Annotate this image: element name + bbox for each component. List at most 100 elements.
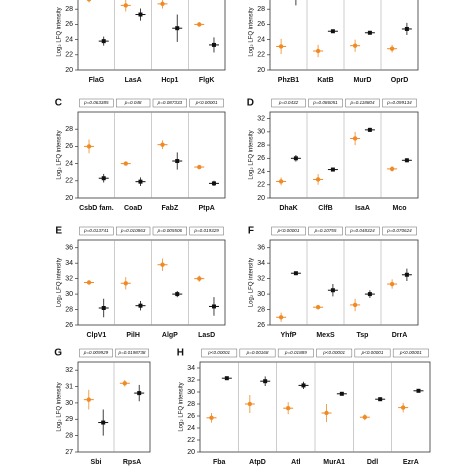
- point: [293, 271, 298, 276]
- x-tick-label: EzrA: [403, 459, 419, 466]
- y-tick-label: 20: [257, 67, 265, 74]
- point: [278, 315, 284, 320]
- p-value: p=0.087333: [157, 100, 183, 105]
- x-tick-label: AtpD: [249, 459, 266, 466]
- p-value-box: [271, 98, 306, 108]
- y-tick-label: 22: [65, 178, 73, 185]
- p-value-box: [345, 98, 380, 108]
- y-tick-label: 24: [187, 425, 195, 432]
- point: [330, 288, 335, 293]
- point: [197, 276, 202, 281]
- p-value-box: [316, 348, 353, 358]
- p-value-box: [79, 226, 114, 236]
- panel-label: C: [55, 98, 62, 109]
- point: [293, 156, 298, 161]
- p-value-box: [277, 348, 314, 358]
- panel-label: G: [54, 348, 62, 359]
- x-tick-label: YhfP: [281, 332, 297, 339]
- p-value: p=0.086051: [312, 100, 338, 105]
- x-tick-label: LasA: [125, 77, 142, 84]
- y-axis-label: Log₂ LFQ intensity: [249, 130, 255, 179]
- y-tick-label: 26: [257, 21, 265, 28]
- y-axis-label: Log₂ LFQ intensity: [179, 382, 185, 431]
- point: [416, 388, 421, 393]
- p-value-box: [115, 348, 149, 358]
- p-value-box: [308, 226, 343, 236]
- x-tick-label: MexS: [316, 332, 335, 339]
- y-axis-label: Log₂ LFQ intensity: [57, 258, 63, 307]
- point: [352, 302, 358, 308]
- point: [389, 166, 395, 172]
- x-tick-label: CsbD fam.: [79, 205, 114, 212]
- y-tick-label: 22: [65, 52, 73, 59]
- point: [101, 39, 106, 44]
- p-value-box: [271, 226, 306, 236]
- point: [330, 167, 335, 172]
- point: [209, 415, 214, 420]
- x-tick-label: DhaK: [279, 205, 297, 212]
- y-axis-label: Log₂ LFQ intensity: [57, 130, 63, 179]
- y-axis-label: Log₂ LFQ intensity: [57, 7, 63, 56]
- x-tick-label: PhzB1: [278, 77, 300, 84]
- x-tick-label: Tsp: [357, 332, 369, 339]
- y-tick-label: 28: [257, 6, 265, 13]
- y-axis-label: Log₂ LFQ intensity: [249, 258, 255, 307]
- y-tick-label: 28: [65, 432, 73, 439]
- p-value: p<0.00001: [195, 100, 218, 105]
- point: [137, 391, 142, 396]
- y-tick-label: 36: [257, 245, 265, 252]
- x-tick-label: AlgP: [162, 332, 178, 339]
- panel-label: F: [248, 226, 254, 237]
- p-value-box: [116, 226, 151, 236]
- point: [123, 3, 128, 8]
- p-value-box: [79, 348, 113, 358]
- point: [315, 177, 321, 182]
- y-tick-label: 24: [65, 36, 73, 43]
- point: [362, 415, 368, 420]
- y-tick-label: 27: [65, 449, 73, 456]
- x-tick-label: ClpV1: [86, 332, 106, 339]
- point: [224, 376, 229, 381]
- point: [160, 1, 165, 7]
- point: [86, 397, 92, 402]
- point: [211, 181, 216, 186]
- y-tick-label: 28: [187, 401, 195, 408]
- y-tick-label: 20: [65, 195, 73, 202]
- point: [175, 159, 180, 164]
- y-tick-label: 36: [65, 245, 73, 252]
- x-tick-label: Fba: [213, 459, 226, 466]
- p-value-box: [152, 98, 187, 108]
- p-value: p=0.005506: [157, 228, 183, 233]
- y-tick-label: 20: [257, 195, 265, 202]
- p-value-box: [354, 348, 391, 358]
- x-tick-label: RpsA: [123, 459, 141, 466]
- point: [211, 304, 216, 309]
- point: [404, 158, 409, 163]
- p-value: p=0.013741: [83, 228, 109, 233]
- y-tick-label: 24: [257, 36, 265, 43]
- point: [101, 420, 106, 425]
- y-tick-label: 30: [65, 400, 73, 407]
- point: [404, 272, 409, 277]
- point: [367, 292, 372, 297]
- point: [367, 30, 372, 35]
- y-tick-label: 24: [257, 168, 265, 175]
- x-tick-label: FabZ: [162, 205, 179, 212]
- point: [101, 306, 106, 310]
- point: [123, 161, 128, 166]
- p-value: p=0.019329: [193, 228, 219, 233]
- p-value: p<0.00001: [277, 228, 300, 233]
- point: [324, 410, 329, 416]
- y-tick-label: 22: [187, 437, 195, 444]
- y-tick-label: 32: [187, 377, 195, 384]
- p-value-box: [79, 98, 114, 108]
- panel-label: E: [55, 226, 62, 237]
- x-tick-label: FlgK: [199, 77, 215, 84]
- y-tick-label: 28: [65, 126, 73, 133]
- x-tick-label: MurA1: [323, 459, 345, 466]
- point: [122, 381, 128, 386]
- point: [400, 405, 406, 410]
- point: [175, 292, 180, 297]
- x-tick-label: OprD: [391, 77, 409, 84]
